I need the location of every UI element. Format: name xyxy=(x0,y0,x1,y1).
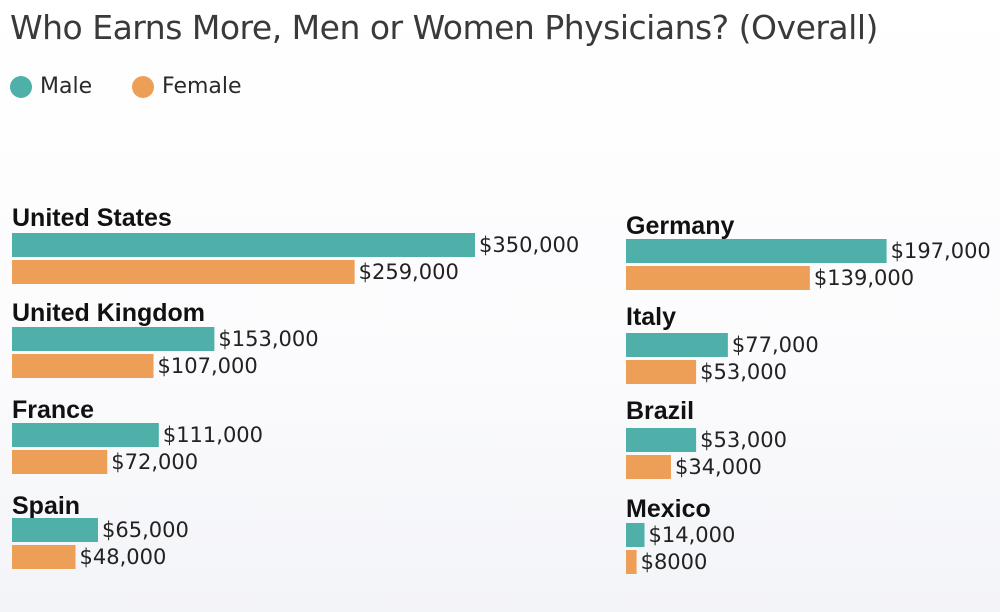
value-label-male-united-kingdom: $153,000 xyxy=(218,327,318,351)
country-label-france: France xyxy=(12,396,94,424)
bar-male-united-states xyxy=(12,233,475,257)
country-label-mexico: Mexico xyxy=(626,495,711,523)
value-label-male-germany: $197,000 xyxy=(891,239,991,263)
bar-male-spain xyxy=(12,518,98,542)
value-label-male-italy: $77,000 xyxy=(732,333,819,357)
legend-swatch-male xyxy=(10,75,32,98)
bar-male-united-kingdom xyxy=(12,327,215,351)
legend-swatch-female xyxy=(132,75,154,98)
legend-label-male: Male xyxy=(40,74,93,99)
legend-item-female: Female xyxy=(132,74,242,99)
bar-male-italy xyxy=(626,333,728,357)
value-label-female-united-kingdom: $107,000 xyxy=(158,354,258,378)
country-label-spain: Spain xyxy=(12,492,80,520)
value-label-female-italy: $53,000 xyxy=(700,360,787,384)
bar-male-mexico xyxy=(626,523,645,547)
country-label-brazil: Brazil xyxy=(626,397,694,425)
bar-male-france xyxy=(12,423,159,447)
value-label-male-france: $111,000 xyxy=(163,423,263,447)
country-label-united-states: United States xyxy=(12,204,172,232)
value-label-female-france: $72,000 xyxy=(111,450,198,474)
value-label-female-united-states: $259,000 xyxy=(359,260,459,284)
bar-female-germany xyxy=(626,266,810,290)
bar-female-italy xyxy=(626,360,697,384)
bar-male-brazil xyxy=(626,428,697,452)
chart-title: Who Earns More, Men or Women Physicians?… xyxy=(10,8,878,47)
bar-female-spain xyxy=(12,545,76,569)
bar-female-united-kingdom xyxy=(12,354,154,378)
country-label-germany: Germany xyxy=(626,212,734,240)
value-label-female-spain: $48,000 xyxy=(79,545,166,569)
bar-female-united-states xyxy=(12,260,355,284)
value-label-female-brazil: $34,000 xyxy=(675,455,762,479)
value-label-male-spain: $65,000 xyxy=(102,518,189,542)
legend-label-female: Female xyxy=(162,74,242,99)
bar-female-brazil xyxy=(626,455,671,479)
bar-female-mexico xyxy=(626,550,637,574)
legend-item-male: Male xyxy=(10,74,92,99)
value-label-male-brazil: $53,000 xyxy=(700,428,787,452)
value-label-male-united-states: $350,000 xyxy=(479,233,579,257)
value-label-female-mexico: $8000 xyxy=(641,550,708,574)
country-label-united-kingdom: United Kingdom xyxy=(12,299,205,327)
value-label-male-mexico: $14,000 xyxy=(649,523,736,547)
country-label-italy: Italy xyxy=(626,303,676,331)
value-label-female-germany: $139,000 xyxy=(814,266,914,290)
bar-female-france xyxy=(12,450,108,474)
bar-male-germany xyxy=(626,239,887,263)
